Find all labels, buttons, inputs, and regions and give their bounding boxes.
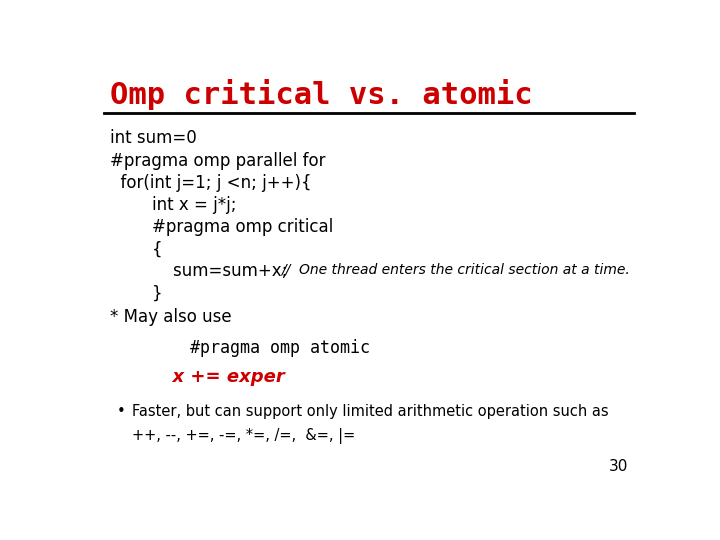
Text: •: • [117,404,125,418]
Text: x += exper: x += exper [109,368,284,386]
Text: Omp critical vs. atomic: Omp critical vs. atomic [109,79,532,110]
Text: int sum=0: int sum=0 [109,129,197,147]
Text: }: } [109,285,162,302]
Text: sum=sum+x;: sum=sum+x; [109,262,287,280]
Text: #pragma omp atomic: #pragma omp atomic [109,339,369,357]
Text: Faster, but can support only limited arithmetic operation such as: Faster, but can support only limited ari… [132,404,608,418]
Text: //  One thread enters the critical section at a time.: // One thread enters the critical sectio… [281,262,629,276]
Text: for(int j=1; j <n; j++){: for(int j=1; j <n; j++){ [109,174,311,192]
Text: #pragma omp critical: #pragma omp critical [109,218,333,236]
Text: 30: 30 [609,460,629,474]
Text: #pragma omp parallel for: #pragma omp parallel for [109,152,325,170]
Text: {: { [109,240,162,258]
Text: int x = j*j;: int x = j*j; [109,196,236,214]
Text: * May also use: * May also use [109,308,231,326]
Text: ++, --, +=, -=, *=, /=,  &=, |=: ++, --, +=, -=, *=, /=, &=, |= [132,428,355,444]
